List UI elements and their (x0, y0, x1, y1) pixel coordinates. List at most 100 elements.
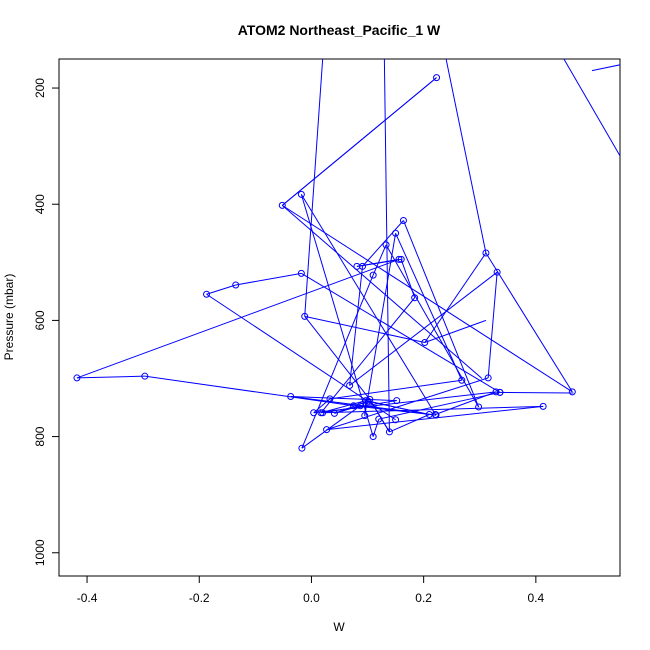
data-point (484, 374, 492, 382)
series-points (73, 74, 576, 452)
trace-segment (424, 319, 487, 343)
series-segment (356, 258, 402, 267)
y-axis-label: Pressure (mbar) (2, 274, 16, 361)
data-point (395, 255, 403, 263)
series-segment (485, 252, 573, 393)
data-point (385, 428, 393, 436)
data-point (482, 249, 490, 257)
series-segment (144, 375, 354, 407)
trace-segment (281, 77, 437, 206)
trace-segment (383, 59, 390, 432)
series-segment (206, 284, 236, 295)
data-point (382, 241, 390, 249)
trace-segment (445, 59, 487, 254)
trace-segment (368, 400, 430, 415)
series-segment (301, 405, 361, 449)
data-point (366, 395, 374, 403)
data-point (399, 216, 407, 224)
data-point (493, 268, 501, 276)
data-point (330, 409, 338, 417)
data-point (432, 411, 440, 419)
y-tick-label: 800 (33, 426, 47, 446)
trace-segment (591, 64, 620, 72)
series-segment (300, 194, 374, 437)
trace-segment (281, 205, 483, 379)
y-tick-label: 600 (33, 310, 47, 330)
data-point (203, 290, 211, 298)
series-lines (76, 59, 620, 449)
series-segment (326, 377, 489, 431)
data-point (232, 281, 240, 289)
data-point (369, 271, 377, 279)
data-point (475, 403, 483, 411)
x-tick-label: 0.0 (303, 591, 320, 605)
data-point (297, 190, 305, 198)
y-tick-label: 400 (33, 194, 47, 214)
data-point (433, 74, 441, 82)
chart-title: ATOM2 Northeast_Pacific_1 W (238, 22, 441, 38)
data-point (362, 397, 370, 405)
data-point (346, 381, 354, 389)
x-axis-label: W (333, 620, 345, 634)
x-axis: -0.4 -0.2 0.0 0.2 0.4 (77, 575, 545, 605)
data-point (353, 262, 361, 270)
x-tick-label: 0.4 (528, 591, 545, 605)
data-point (73, 374, 81, 382)
data-point (356, 402, 364, 410)
data-point (539, 402, 547, 410)
series-segment (372, 244, 387, 276)
data-point (411, 294, 419, 302)
series-segment (76, 375, 145, 379)
y-tick-label: 200 (33, 78, 47, 98)
series-segment (313, 391, 497, 414)
data-point (326, 395, 334, 403)
series-segment (329, 379, 462, 400)
series-segment (378, 391, 501, 420)
data-point (361, 412, 369, 420)
data-point (298, 444, 306, 452)
series-segment (301, 272, 501, 393)
data-point (568, 388, 576, 396)
data-point (287, 393, 295, 401)
series-segment (400, 259, 416, 298)
trace-segment (563, 59, 620, 157)
data-point (323, 426, 331, 434)
y-tick-label: 1000 (33, 539, 47, 566)
data-point (310, 409, 318, 417)
series-segment (235, 272, 302, 286)
series-segment (402, 220, 480, 408)
data-point (141, 372, 149, 380)
series-segment (349, 271, 498, 386)
trace-segment (304, 59, 324, 317)
x-tick-label: -0.4 (77, 591, 98, 605)
data-point (350, 402, 358, 410)
data-point (393, 397, 401, 405)
series-segment (385, 244, 480, 408)
series-segment (304, 315, 425, 343)
series-segment (320, 297, 416, 414)
data-point (301, 312, 309, 320)
trace-segment (369, 399, 390, 433)
trace-segment (496, 391, 574, 394)
data-point (458, 376, 466, 384)
series-segment (301, 274, 374, 449)
series-segment (389, 414, 430, 433)
data-point (431, 411, 439, 419)
data-point (392, 229, 400, 237)
series-segment (206, 293, 396, 421)
data-point (397, 255, 405, 263)
series-segment (304, 316, 371, 400)
series-segment (424, 252, 487, 343)
series-segment (300, 194, 436, 415)
x-tick-label: 0.2 (415, 591, 432, 605)
series-segment (395, 233, 463, 381)
series-segment (282, 204, 573, 393)
data-point (496, 388, 504, 396)
series-segment (76, 258, 400, 379)
series-segment (353, 405, 437, 416)
data-point (278, 201, 286, 209)
y-axis: 200 400 600 800 1000 (33, 78, 60, 566)
series-segment (313, 398, 331, 414)
